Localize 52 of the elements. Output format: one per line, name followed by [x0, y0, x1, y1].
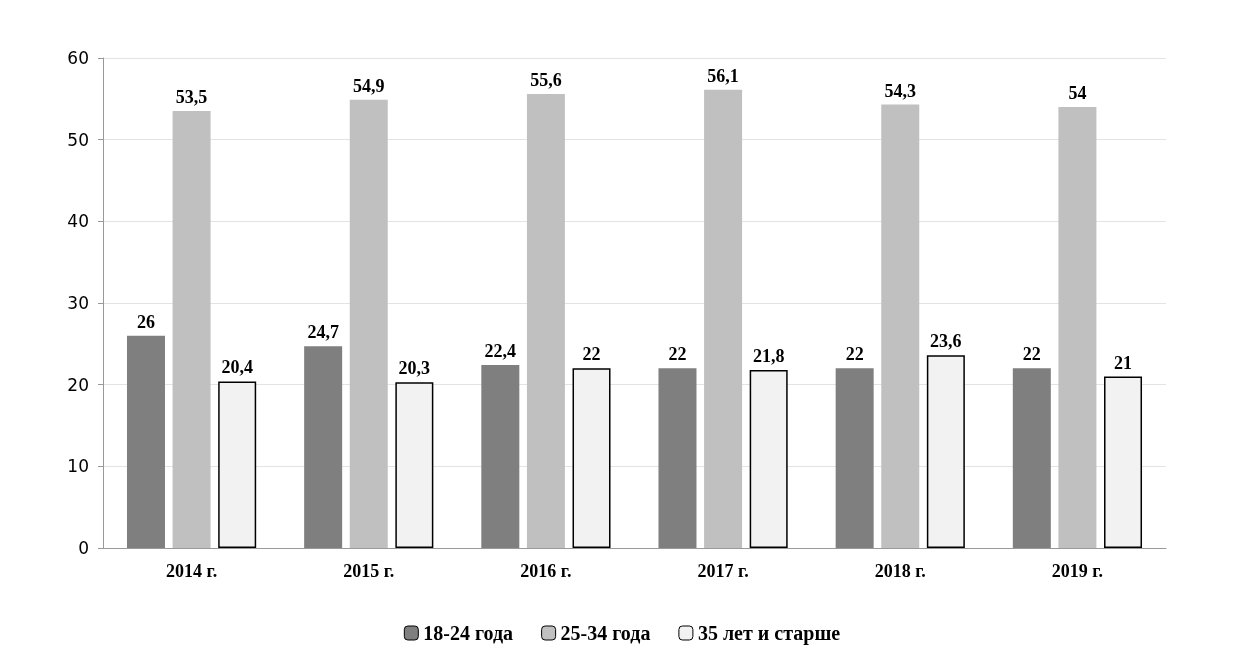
bar — [658, 368, 697, 548]
bar — [881, 104, 920, 548]
data-label: 23,6 — [930, 331, 962, 352]
bar — [835, 368, 874, 548]
bar — [1012, 368, 1051, 548]
x-tick-label: 2016 г. — [520, 561, 572, 581]
x-tick-label: 2014 г. — [166, 561, 218, 581]
bar — [172, 111, 211, 548]
bar — [572, 368, 611, 548]
data-label: 22 — [668, 344, 687, 365]
data-label: 22,4 — [484, 341, 517, 362]
bar — [126, 335, 165, 548]
data-label: 20,4 — [221, 357, 253, 378]
data-label: 22 — [845, 344, 864, 365]
bar — [349, 99, 388, 548]
bar — [749, 369, 788, 548]
legend-label: 18-24 года — [423, 622, 514, 644]
data-label: 54,3 — [884, 80, 916, 101]
bar — [1104, 376, 1143, 548]
y-tick-label: 40 — [67, 211, 89, 232]
y-tick-label: 10 — [67, 456, 89, 477]
y-tick-label: 20 — [67, 374, 89, 395]
data-label: 20,3 — [398, 358, 431, 379]
bar — [481, 365, 520, 548]
y-tick-label: 60 — [67, 48, 89, 68]
x-tick-label: 2018 г. — [874, 561, 926, 581]
bar — [304, 346, 343, 548]
bar — [926, 355, 965, 548]
bar — [704, 89, 743, 548]
data-label: 54 — [1068, 83, 1087, 103]
y-tick-label: 0 — [78, 538, 89, 558]
bar — [526, 93, 565, 548]
legend-label: 35 лет и старше — [697, 622, 841, 645]
bar — [1058, 107, 1097, 548]
legend-label: 25-34 года — [560, 622, 651, 644]
data-label: 53,5 — [175, 87, 208, 108]
y-tick-label: 30 — [67, 293, 89, 313]
data-label: 55,6 — [530, 69, 562, 90]
x-tick-label: 2015 г. — [343, 561, 395, 581]
data-label: 21 — [1114, 352, 1133, 373]
bar — [218, 381, 257, 548]
bar — [395, 382, 434, 548]
x-tick-label: 2017 г. — [697, 561, 749, 581]
y-tick-label: 50 — [67, 129, 89, 150]
data-label: 56,1 — [707, 65, 739, 86]
data-label: 24,7 — [307, 322, 339, 343]
data-label: 54,9 — [353, 75, 385, 96]
data-label: 26 — [136, 311, 155, 332]
data-label: 21,8 — [752, 345, 785, 366]
data-label: 22 — [582, 344, 601, 365]
data-label: 22 — [1022, 344, 1041, 365]
x-tick-label: 2019 г. — [1051, 561, 1103, 581]
